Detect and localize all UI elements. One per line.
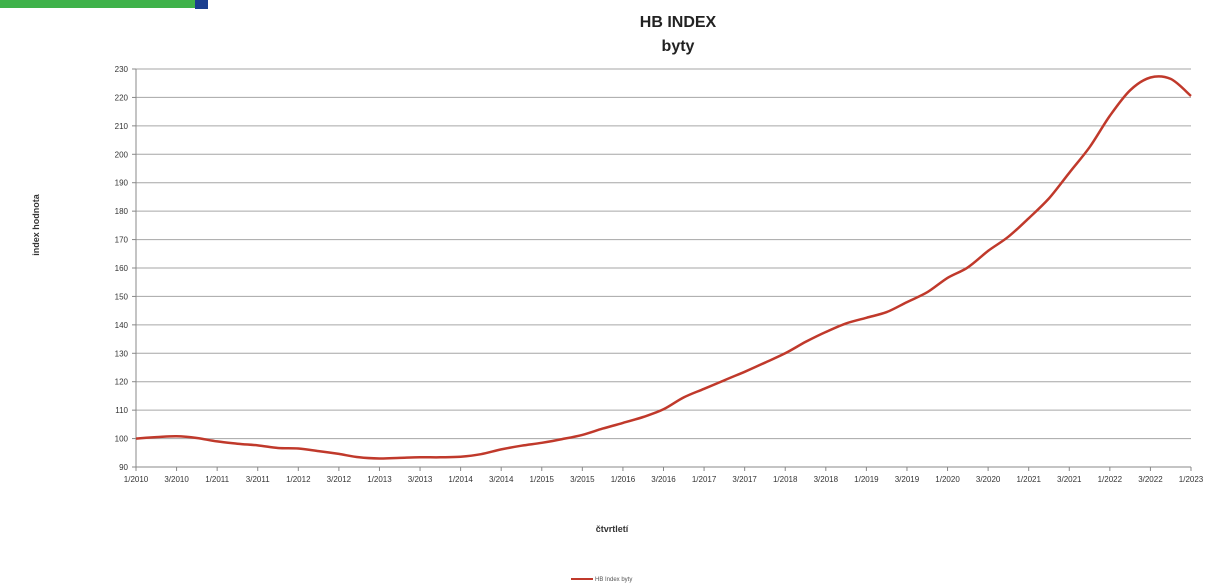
x-tick-label: 1/2022 — [1098, 475, 1123, 484]
x-tick-label: 1/2019 — [854, 475, 879, 484]
y-tick-label: 150 — [115, 292, 129, 301]
y-tick-label: 180 — [115, 207, 129, 216]
y-tick-label: 190 — [115, 179, 129, 188]
y-tick-label: 140 — [115, 321, 129, 330]
x-tick-label: 1/2021 — [1016, 475, 1041, 484]
legend: HB Index byty — [571, 577, 632, 583]
y-tick-label: 200 — [115, 150, 129, 159]
x-tick-label: 3/2020 — [976, 475, 1001, 484]
y-tick-label: 100 — [115, 435, 129, 444]
y-tick-label: 220 — [115, 93, 129, 102]
y-tick-label: 210 — [115, 122, 129, 131]
y-tick-label: 130 — [115, 349, 129, 358]
x-tick-label: 1/2017 — [692, 475, 717, 484]
x-tick-label: 1/2020 — [935, 475, 960, 484]
chart-subtitle: byty — [662, 38, 695, 55]
x-axis-label: čtvrtletí — [596, 524, 629, 534]
x-tick-label: 1/2013 — [367, 475, 392, 484]
x-tick-label: 3/2015 — [570, 475, 595, 484]
x-tick-labels: 1/2010 3/2010 1/2011 3/2011 1/2012 3/2012 1/20… — [124, 467, 1204, 484]
logo — [0, 0, 210, 10]
legend-label: HB Index byty — [595, 577, 632, 583]
x-tick-label: 3/2016 — [651, 475, 676, 484]
y-tick-label: 160 — [115, 264, 129, 273]
x-tick-label: 3/2017 — [732, 475, 757, 484]
y-tick-label: 110 — [115, 406, 128, 415]
series-line — [135, 75, 1192, 460]
y-tick-label: 120 — [115, 378, 129, 387]
y-tick-label: 170 — [115, 236, 129, 245]
x-tick-label: 1/2014 — [448, 475, 473, 484]
y-tick-label: 230 — [115, 65, 129, 74]
x-tick-label: 1/2015 — [530, 475, 555, 484]
x-tick-label: 3/2011 — [246, 475, 270, 484]
x-tick-label: 3/2021 — [1057, 475, 1082, 484]
x-tick-label: 3/2019 — [895, 475, 920, 484]
gridlines — [136, 68, 1191, 468]
x-tick-label: 1/2016 — [611, 475, 636, 484]
y-tick-label: 90 — [119, 463, 128, 472]
x-tick-label: 1/2011 — [205, 475, 229, 484]
x-tick-label: 1/2012 — [286, 475, 311, 484]
chart-title: HB INDEX — [640, 14, 717, 31]
x-tick-label: 3/2018 — [814, 475, 839, 484]
x-tick-label: 3/2022 — [1138, 475, 1163, 484]
x-tick-label: 1/2023 — [1179, 475, 1204, 484]
y-axis-label: index hodnota — [31, 193, 41, 255]
x-tick-label: 3/2013 — [408, 475, 433, 484]
x-tick-label: 3/2014 — [489, 475, 514, 484]
x-tick-label: 1/2010 — [124, 475, 149, 484]
x-tick-label: 3/2012 — [327, 475, 352, 484]
x-tick-label: 1/2018 — [773, 475, 798, 484]
y-tick-labels: 90 100 110 120 130 140 150 160 170 180 190 200 210 22… — [115, 65, 136, 472]
logo-green-bar — [0, 0, 195, 8]
logo-blue-block — [195, 0, 208, 9]
x-tick-label: 3/2010 — [164, 475, 189, 484]
